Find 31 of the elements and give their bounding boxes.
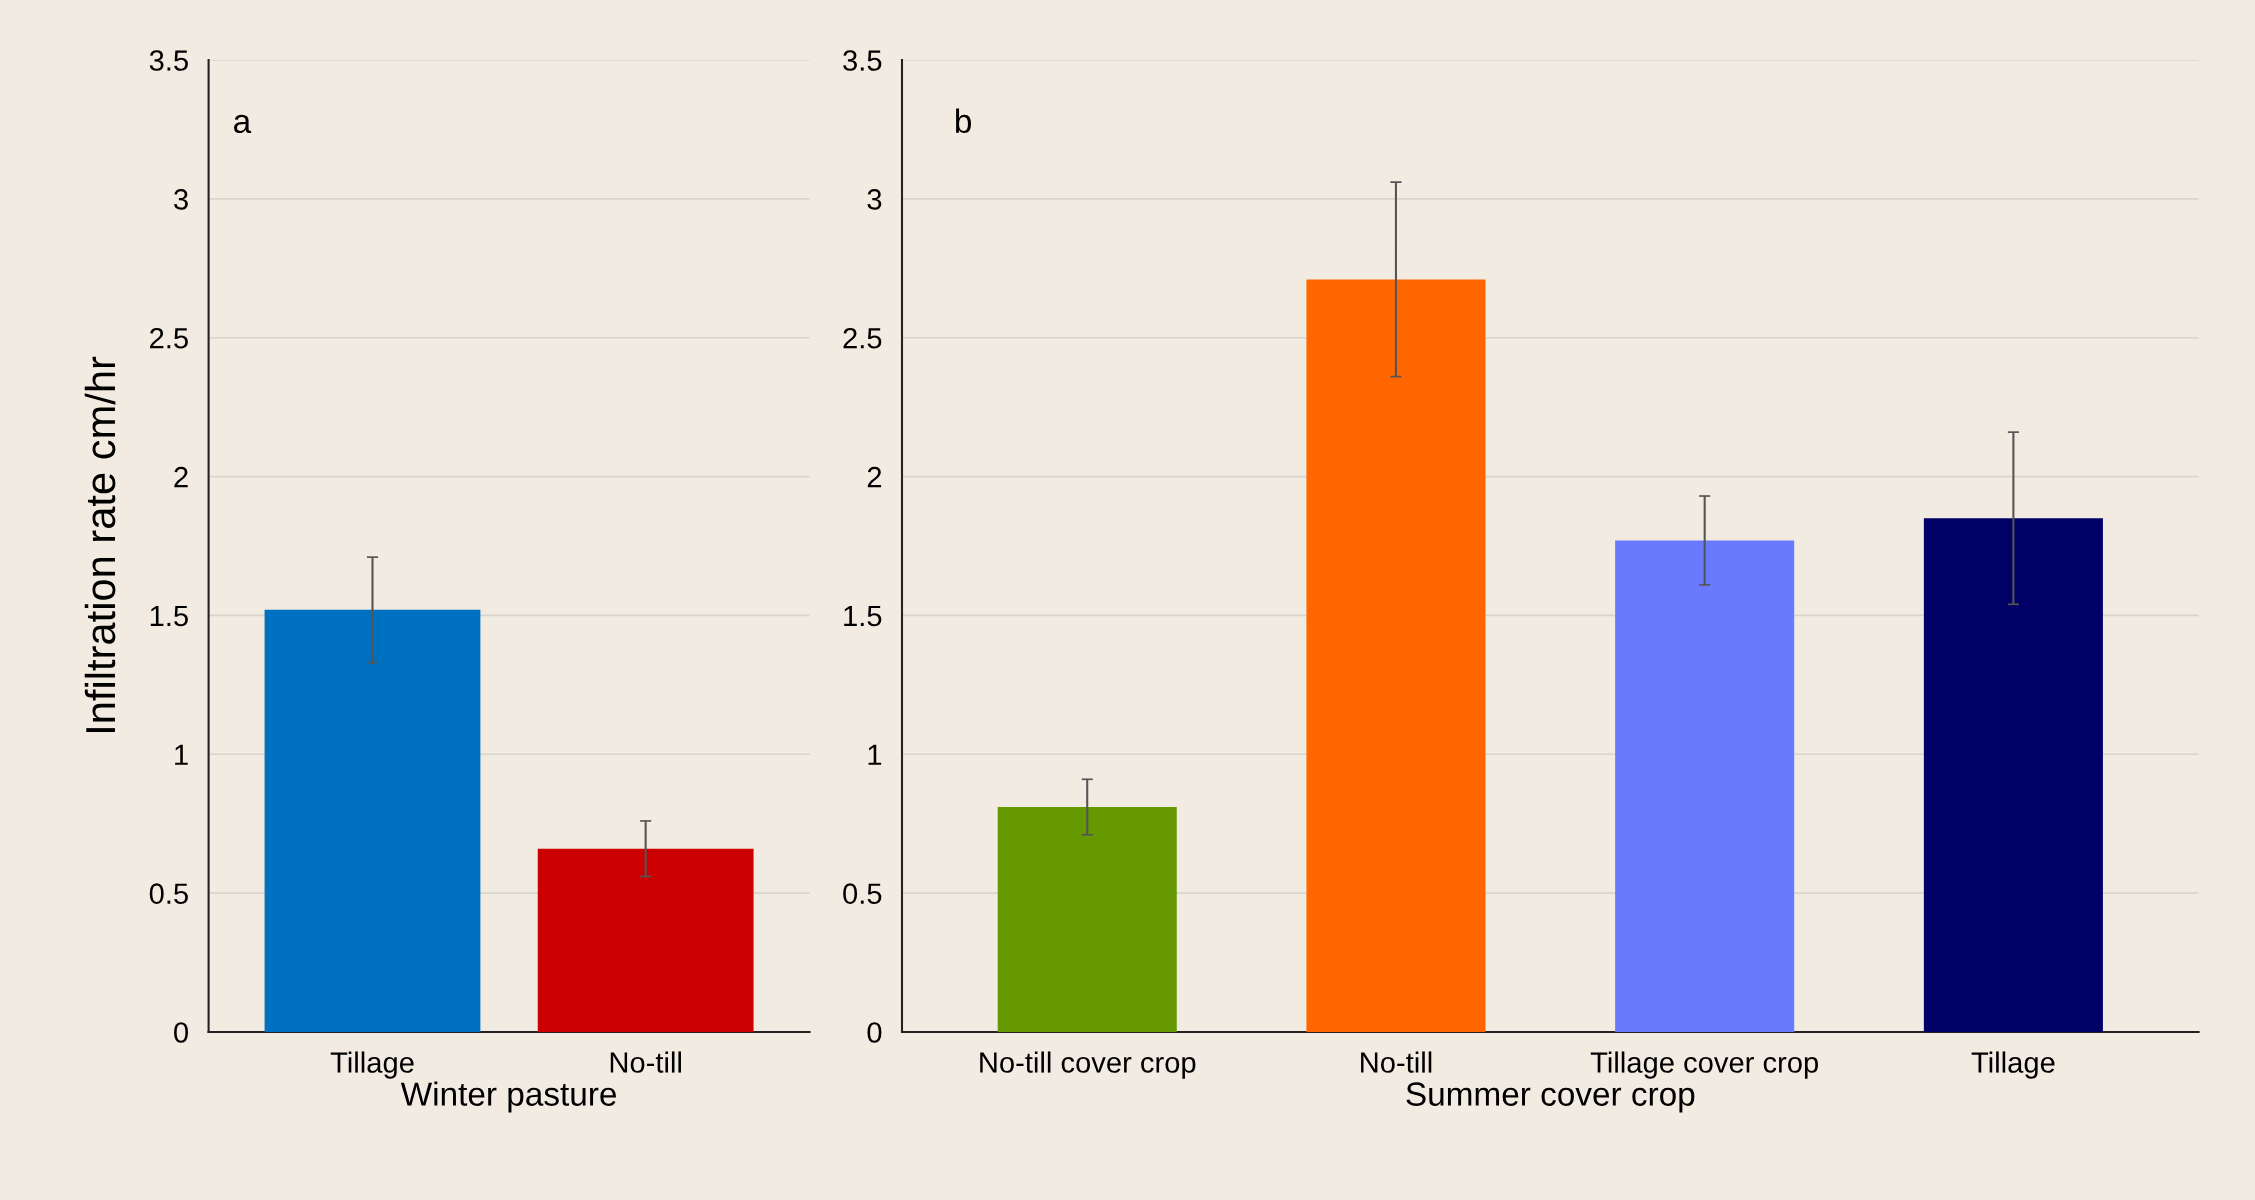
y-tick-label: 2 — [867, 466, 882, 488]
y-tick-label: 3 — [867, 189, 882, 210]
y-tick-label: 3 — [174, 189, 188, 210]
x-tick-label: No-till cover crop — [980, 1051, 1196, 1079]
x-axis-title: Winter pasture — [400, 1081, 616, 1113]
y-tick-label: 1.5 — [844, 605, 882, 627]
y-tick-label: 0 — [867, 1022, 882, 1043]
y-tick-label: 2.5 — [843, 327, 882, 349]
y-tick-label: 3.5 — [149, 50, 188, 71]
y-tick-label: 0 — [174, 1022, 188, 1043]
x-tick-label: Tillage cover crop — [1590, 1051, 1818, 1079]
bar — [1306, 279, 1486, 1032]
y-tick-label: 1 — [868, 744, 882, 765]
bar — [1615, 540, 1795, 1032]
y-tick-label: 3.5 — [843, 50, 882, 71]
y-tick-label: 1.5 — [150, 605, 188, 627]
y-tick-label: 0.5 — [843, 883, 882, 904]
x-tick-label: No-till — [1361, 1051, 1432, 1073]
y-tick-label: 1 — [175, 744, 188, 765]
y-tick-label: 2.5 — [150, 327, 188, 349]
annotation: b — [956, 108, 972, 134]
y-tick-label: 2 — [174, 466, 188, 488]
x-tick-label: Tillage — [330, 1051, 414, 1079]
bar — [1923, 518, 2103, 1032]
y-tick-label: 0.5 — [149, 883, 188, 904]
x-axis-title: Summer cover crop — [1406, 1082, 1695, 1113]
annotation: a — [234, 114, 252, 134]
x-tick-label: Tillage — [1971, 1051, 2055, 1079]
y-axis-title: Infiltration rate cm/hr — [84, 356, 116, 733]
x-tick-label: No-till — [610, 1051, 681, 1073]
bar — [997, 807, 1177, 1032]
